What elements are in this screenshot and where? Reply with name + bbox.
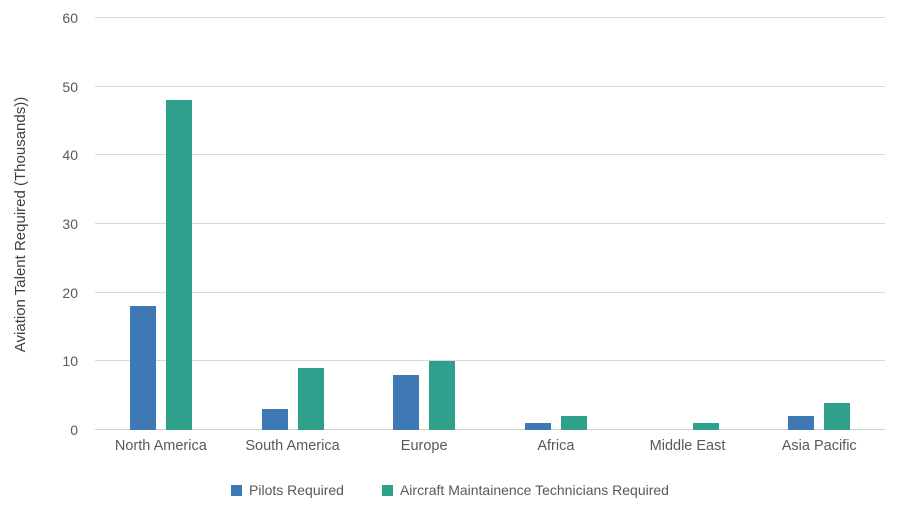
plot-area xyxy=(95,17,885,430)
bar xyxy=(788,416,815,430)
x-axis-baseline xyxy=(95,429,885,430)
bar xyxy=(261,409,288,430)
gridline xyxy=(95,291,885,293)
x-category-label: Middle East xyxy=(649,438,726,454)
bar-group xyxy=(753,18,885,430)
y-tick-label: 50 xyxy=(62,78,78,95)
y-tick-label: 30 xyxy=(62,216,78,232)
bar xyxy=(165,100,192,430)
gridline xyxy=(95,85,885,87)
x-axis-category-labels: North America South America Europe Africa Mi… xyxy=(95,438,885,454)
x-category-label: Europe xyxy=(400,438,448,454)
bar-group xyxy=(95,18,227,430)
x-category-label: Africa xyxy=(537,438,575,454)
gridline xyxy=(95,223,885,224)
bar xyxy=(524,423,551,430)
bar-group xyxy=(358,18,490,430)
bar-group xyxy=(622,18,754,430)
bar xyxy=(393,375,420,430)
bar-groups xyxy=(95,18,885,430)
x-category-label: North America xyxy=(114,438,207,454)
bar-group xyxy=(227,18,359,430)
bar xyxy=(129,306,156,430)
bar xyxy=(692,423,719,430)
legend: Pilots Required Aircraft Maintainence Tec… xyxy=(0,482,900,498)
y-tick-label: 40 xyxy=(62,147,78,164)
legend-swatch-icon xyxy=(381,484,393,496)
y-tick-label: 0 xyxy=(70,422,78,438)
bar-group xyxy=(490,18,622,430)
x-category-label: South America xyxy=(245,438,340,454)
legend-item: Pilots Required xyxy=(231,482,344,498)
legend-label: Aircraft Maintainence Technicians Requir… xyxy=(399,482,669,498)
y-axis-tick-labels: 0 10 20 30 40 50 60 xyxy=(42,11,88,437)
gridline xyxy=(95,17,885,18)
bar xyxy=(297,368,324,430)
gridline xyxy=(95,360,885,362)
y-tick-label: 10 xyxy=(62,353,78,370)
y-tick-label: 60 xyxy=(62,10,78,26)
y-tick-label: 20 xyxy=(62,284,78,301)
bar xyxy=(560,416,587,430)
legend-item: Aircraft Maintainence Technicians Requir… xyxy=(381,482,669,498)
bar xyxy=(824,402,851,430)
gridline xyxy=(95,154,885,156)
y-axis-title: Aviation Talent Required (Thousands)) xyxy=(0,18,42,430)
legend-swatch-icon xyxy=(231,484,243,496)
x-category-label: Asia Pacific xyxy=(781,438,857,454)
legend-label: Pilots Required xyxy=(249,482,344,498)
y-axis-title-text: Aviation Talent Required (Thousands)) xyxy=(12,96,30,352)
bar xyxy=(429,361,456,430)
